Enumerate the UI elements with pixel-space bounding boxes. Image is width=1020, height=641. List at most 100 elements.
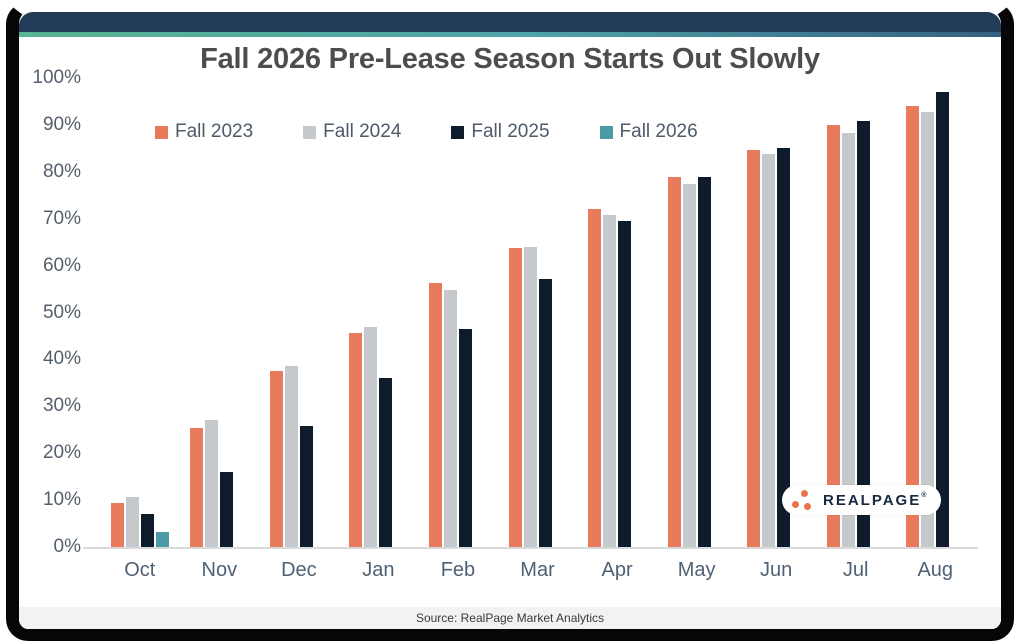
- bar-fall-2025-jan: [379, 377, 393, 547]
- bar-slot: [667, 78, 681, 547]
- y-tick-label: 30%: [42, 395, 81, 417]
- bar-slot: [682, 78, 696, 547]
- bar-fall-2024-aug: [921, 111, 935, 547]
- chart-card-frame: Fall 2026 Pre-Lease Season Starts Out Sl…: [6, 2, 1014, 641]
- bar-fall-2024-mar: [523, 247, 537, 547]
- x-tick-label-oct: Oct: [124, 559, 156, 581]
- bar-fall-2024-jul: [841, 133, 855, 547]
- bar-fall-2023-jan: [349, 333, 363, 547]
- teal-accent-strip: [19, 32, 1001, 37]
- y-tick-label: 70%: [42, 207, 81, 229]
- bar-slot: [538, 78, 552, 547]
- bar-slot: [713, 78, 726, 547]
- bar-slot: [269, 78, 283, 547]
- bar-fall-2024-feb: [443, 290, 457, 547]
- bar-fall-2024-jan: [364, 327, 378, 547]
- bar-row: [667, 78, 726, 547]
- y-tick-label: 80%: [42, 160, 81, 182]
- bar-fall-2024-jun: [762, 153, 776, 547]
- bar-slot: [299, 78, 313, 547]
- bar-slot: [633, 78, 646, 547]
- x-tick-label-aug: Aug: [917, 559, 954, 581]
- logo-dot: [804, 503, 811, 510]
- bar-fall-2023-mar: [508, 247, 522, 547]
- bar-slot: [349, 78, 363, 547]
- logo-dot: [801, 490, 808, 497]
- bar-slot: [205, 78, 219, 547]
- legend: Fall 2023 Fall 2024 Fall 2025 Fall 2026: [155, 121, 698, 143]
- realpage-logo: REALPAGE®: [782, 485, 942, 515]
- y-tick-label: 90%: [42, 113, 81, 135]
- bar-row: [747, 78, 805, 547]
- bar-group-aug: [895, 78, 975, 547]
- legend-item-fall-2025: Fall 2025: [451, 121, 550, 143]
- bar-group-may: [657, 78, 737, 547]
- bar-slot: [777, 78, 791, 547]
- bar-fall-2023-oct: [110, 502, 124, 547]
- bar-fall-2024-apr: [603, 214, 617, 547]
- bar-fall-2023-dec: [269, 371, 283, 547]
- legend-marker-icon: [451, 125, 465, 139]
- bar-group-jul: [816, 78, 896, 547]
- bar-slot: [235, 78, 248, 547]
- bar-slot: [697, 78, 711, 547]
- y-axis: 0% 10% 20% 30% 40% 50% 60% 70% 80% 90% 100%: [19, 67, 85, 557]
- bar-fall-2025-dec: [299, 426, 313, 547]
- bar-slot: [110, 78, 124, 547]
- legend-marker-icon: [599, 125, 613, 139]
- bar-fall-2024-oct: [125, 497, 139, 547]
- bar-fall-2025-mar: [538, 278, 552, 547]
- x-tick-label-jul: Jul: [842, 559, 869, 581]
- bar-slot: [315, 78, 328, 547]
- bar-slot: [125, 78, 139, 547]
- bar-slot: [826, 78, 840, 547]
- bar-slot: [379, 78, 393, 547]
- x-tick-label-may: May: [677, 559, 716, 581]
- bar-fall-2026-oct: [155, 532, 169, 547]
- legend-marker-icon: [155, 125, 168, 139]
- bar-slot: [951, 78, 964, 547]
- bar-slot: [856, 78, 870, 547]
- bar-slot: [458, 78, 472, 547]
- legend-item-fall-2023: Fall 2023: [155, 121, 253, 143]
- bar-row: [508, 78, 567, 547]
- bar-slot: [364, 78, 378, 547]
- legend-item-fall-2026: Fall 2026: [599, 121, 698, 143]
- bar-group-oct: [100, 78, 180, 547]
- x-tick-label-mar: Mar: [520, 559, 555, 581]
- bar-group-nov: [180, 78, 260, 547]
- legend-label: Fall 2023: [175, 121, 254, 142]
- bar-fall-2023-aug: [906, 105, 920, 547]
- x-axis-labels: Oct Nov Dec Jan Feb Mar Apr May Jun Jul Aug: [100, 559, 975, 582]
- bar-fall-2023-jul: [826, 124, 840, 547]
- bar-slot: [747, 78, 761, 547]
- logo-dot: [792, 501, 799, 508]
- bar-fall-2023-nov: [190, 428, 204, 547]
- bar-fall-2025-may: [697, 176, 711, 547]
- bar-fall-2025-jun: [777, 147, 791, 547]
- bar-slot: [841, 78, 855, 547]
- bar-fall-2025-jul: [856, 121, 870, 547]
- bar-slot: [872, 78, 885, 547]
- registered-mark: ®: [921, 491, 929, 499]
- bar-slot: [762, 78, 776, 547]
- bar-slot: [140, 78, 154, 547]
- x-axis-line: [83, 547, 978, 549]
- y-tick-label: 40%: [42, 348, 81, 370]
- chart-title: Fall 2026 Pre-Lease Season Starts Out Sl…: [200, 43, 820, 75]
- bar-slot: [554, 78, 567, 547]
- bar-row: [269, 78, 328, 547]
- bar-fall-2023-feb: [428, 282, 442, 547]
- bar-row: [428, 78, 487, 547]
- bar-fall-2025-apr: [618, 221, 632, 547]
- bar-slot: [523, 78, 537, 547]
- legend-label: Fall 2026: [619, 121, 698, 142]
- x-tick-label-dec: Dec: [281, 559, 317, 581]
- bar-fall-2023-jun: [747, 149, 761, 547]
- bar-slot: [428, 78, 442, 547]
- bar-fall-2025-aug: [936, 92, 950, 547]
- bar-slot: [190, 78, 204, 547]
- y-tick-label: 60%: [42, 254, 81, 276]
- bar-row: [190, 78, 248, 547]
- chart-body: Fall 2026 Pre-Lease Season Starts Out Sl…: [19, 37, 1001, 607]
